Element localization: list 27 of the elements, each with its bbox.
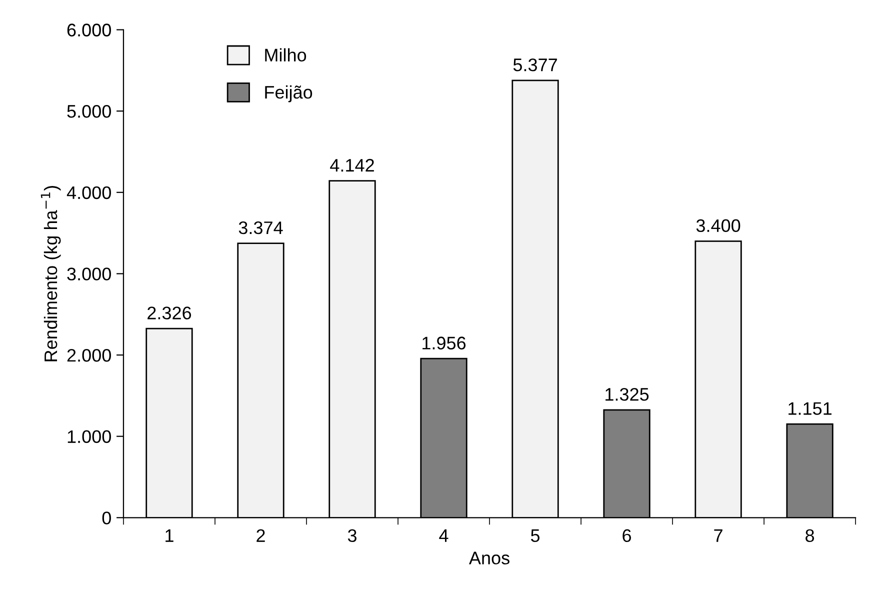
x-tick-label: 1 <box>166 529 174 542</box>
data-label: 1.956 <box>422 336 466 350</box>
x-tick-label: 8 <box>806 529 814 542</box>
legend-label: Milho <box>265 48 306 62</box>
legend-label: Feijão <box>265 85 312 102</box>
x-tick-label: 6 <box>622 529 631 542</box>
x-tick-label: 4 <box>439 529 448 542</box>
y-axis-title: Rendimento (kg ha$^{−1}$) <box>40 186 61 362</box>
x-tick-label: 5 <box>530 529 540 542</box>
data-label: 2.326 <box>148 306 192 320</box>
y-tick-label: 3.000 <box>67 268 111 280</box>
data-label: 1.325 <box>606 388 649 401</box>
x-tick-label: 3 <box>348 529 356 542</box>
y-tick-label: 1.000 <box>68 430 111 444</box>
x-tick-label: 7 <box>714 529 722 542</box>
x-axis-title: Anos <box>468 552 510 564</box>
data-label: 3.374 <box>238 221 283 234</box>
x-tick-label: 2 <box>256 529 265 542</box>
y-tick-label: 0 <box>102 512 111 524</box>
data-label: 5.377 <box>513 58 557 72</box>
data-label: 1.151 <box>788 402 832 415</box>
y-tick-label: 2.000 <box>67 348 111 362</box>
y-tick-label: 6.000 <box>67 24 111 36</box>
data-label: 4.142 <box>330 158 374 172</box>
y-tick-label: 4.000 <box>66 186 111 200</box>
data-label: 3.400 <box>696 219 740 232</box>
y-tick-label: 5.000 <box>67 105 111 118</box>
